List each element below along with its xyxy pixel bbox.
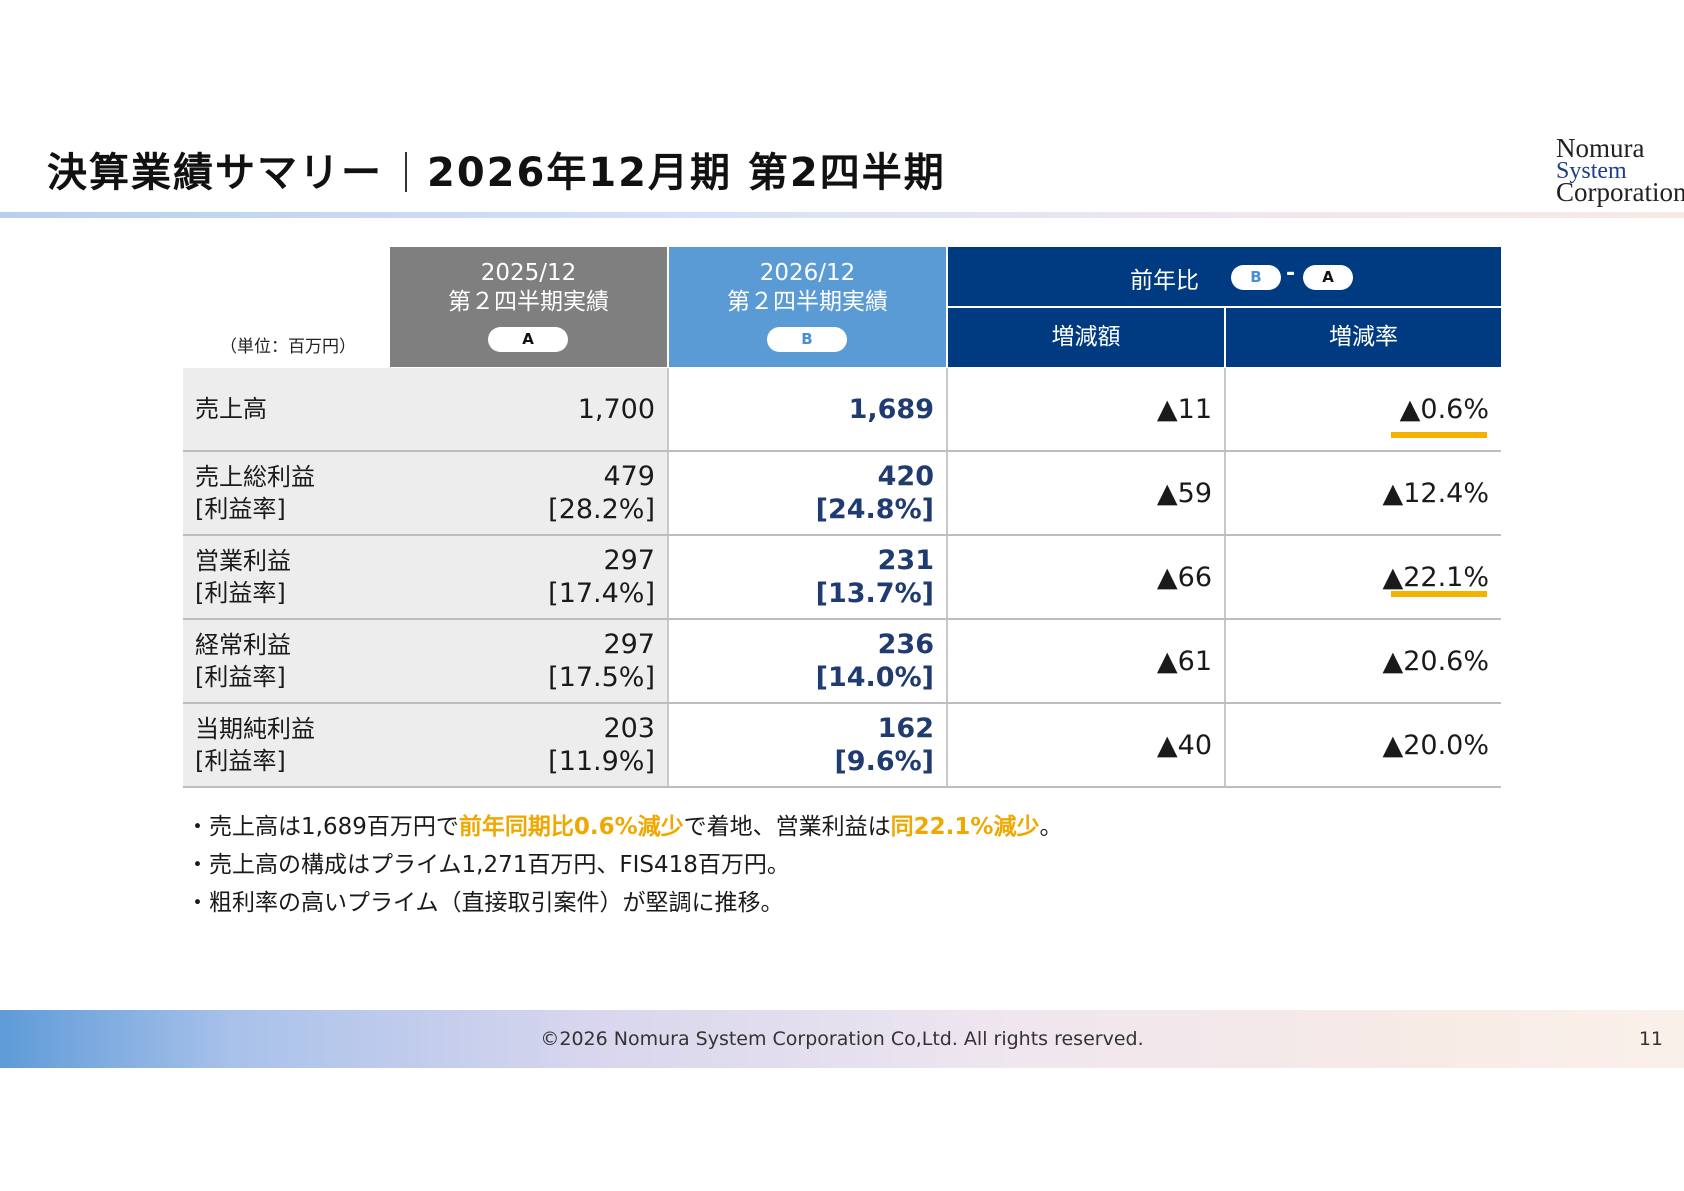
col-b-desc: 第２四半期実績: [727, 289, 888, 315]
value-b: 1,689: [848, 393, 934, 425]
value-diff: ▲59: [1156, 477, 1212, 509]
value-a: 297 [17.4%]: [390, 536, 667, 618]
column-divider: [1224, 452, 1226, 534]
column-divider: [667, 536, 669, 618]
note-3: ・粗利率の高いプライム（直接取引案件）が堅調に推移。: [186, 890, 784, 916]
title-period: 2026年12月期 第2四半期: [427, 150, 946, 196]
value-diff: ▲11: [1156, 393, 1212, 425]
table-row: 当期純利益 [利益率] 203 [11.9%] 162 [9.6%] ▲40 ▲…: [183, 704, 1501, 788]
value-rate: ▲12.4%: [1382, 477, 1489, 509]
table-row: 営業利益 [利益率] 297 [17.4%] 231 [13.7%] ▲66 ▲…: [183, 536, 1501, 620]
column-header-a: 2025/12 第２四半期実績 A: [390, 247, 667, 367]
yoy-title-row: 前年比 B - A: [948, 247, 1501, 306]
column-divider: [946, 368, 948, 450]
value-diff: ▲61: [1156, 645, 1212, 677]
note-highlight: 同22.1%減少: [890, 814, 1040, 840]
column-divider: [1224, 704, 1226, 786]
badge-b: B: [767, 327, 847, 352]
title-main: 決算業績サマリー: [47, 150, 383, 196]
value-rate: ▲0.6%: [1226, 368, 1501, 450]
yoy-dash: -: [1286, 261, 1296, 286]
value-rate: ▲20.0%: [1382, 729, 1489, 761]
value-b: 420 [24.8%]: [815, 461, 934, 525]
value-b: 236 [14.0%]: [815, 629, 934, 693]
unit-label: （単位：百万円）: [220, 337, 356, 357]
badge-a: A: [488, 327, 568, 352]
value-a: 479 [28.2%]: [390, 452, 667, 534]
column-divider: [1224, 620, 1226, 702]
title-divider: [0, 212, 1684, 218]
column-divider: [946, 536, 948, 618]
company-logo: Nomura System Corporation: [1556, 133, 1684, 207]
row-label: 売上総利益 [利益率]: [183, 452, 390, 534]
row-label: 営業利益 [利益率]: [183, 536, 390, 618]
column-divider: [1224, 368, 1226, 450]
yoy-label: 前年比: [1130, 268, 1199, 294]
column-divider: [667, 368, 669, 450]
col-b-period: 2026/12: [759, 260, 856, 286]
column-divider: [1224, 536, 1226, 618]
yoy-badge-b: B: [1231, 265, 1281, 290]
note-1: ・売上高は1,689百万円で前年同期比0.6%減少で着地、営業利益は同22.1%…: [186, 814, 1063, 840]
column-divider: [946, 704, 948, 786]
column-header-b: 2026/12 第２四半期実績 B: [669, 247, 946, 367]
table-row: 経常利益 [利益率] 297 [17.5%] 236 [14.0%] ▲61 ▲…: [183, 620, 1501, 704]
note-2: ・売上高の構成はプライム1,271百万円、FIS418百万円。: [186, 852, 790, 878]
col-header-diff: 増減額: [1051, 324, 1121, 350]
footer-bar: ©2026 Nomura System Corporation Co,Ltd. …: [0, 1010, 1684, 1068]
commentary-notes: ・売上高は1,689百万円で前年同期比0.6%減少で着地、営業利益は同22.1%…: [186, 808, 1062, 922]
column-divider: [667, 704, 669, 786]
value-rate: ▲22.1%: [1226, 536, 1501, 618]
value-a: 203 [11.9%]: [390, 704, 667, 786]
column-divider: [946, 452, 948, 534]
unit-header: （単位：百万円）: [183, 247, 390, 367]
logo-line-2: System: [1556, 158, 1627, 184]
title-separator: [405, 152, 407, 192]
yoy-badge-a: A: [1303, 265, 1353, 290]
yoy-header-rule: [948, 306, 1501, 308]
value-b: 231 [13.7%]: [815, 545, 934, 609]
value-diff: ▲66: [1156, 561, 1212, 593]
value-rate: ▲20.6%: [1382, 645, 1489, 677]
value-a: 1,700: [390, 368, 667, 450]
table-row: 売上高 1,700 1,689 ▲11 ▲0.6%: [183, 368, 1501, 452]
col-a-desc: 第２四半期実績: [448, 289, 609, 315]
row-label: 経常利益 [利益率]: [183, 620, 390, 702]
row-label: 当期純利益 [利益率]: [183, 704, 390, 786]
table-row: 売上総利益 [利益率] 479 [28.2%] 420 [24.8%] ▲59 …: [183, 452, 1501, 536]
rate-underline: [1391, 432, 1487, 438]
value-diff: ▲40: [1156, 729, 1212, 761]
rate-underline: [1391, 591, 1487, 597]
value-b: 162 [9.6%]: [834, 713, 934, 777]
column-header-yoy: 前年比 B - A 増減額 増減率: [948, 247, 1501, 367]
col-header-rate: 増減率: [1329, 324, 1398, 350]
note-highlight: 前年同期比0.6%減少: [458, 814, 684, 840]
logo-line-1: Nomura: [1556, 133, 1645, 163]
col-a-period: 2025/12: [480, 260, 577, 286]
column-divider: [667, 620, 669, 702]
yoy-header-divider: [1224, 308, 1226, 367]
row-label: 売上高: [183, 368, 390, 450]
page-number: 11: [1638, 1028, 1663, 1050]
column-divider: [946, 620, 948, 702]
column-divider: [667, 452, 669, 534]
logo-line-3: Corporation: [1556, 177, 1684, 207]
page-title: 決算業績サマリー 2026年12月期 第2四半期: [47, 140, 946, 198]
copyright-text: ©2026 Nomura System Corporation Co,Ltd. …: [540, 1028, 1144, 1050]
value-a: 297 [17.5%]: [390, 620, 667, 702]
